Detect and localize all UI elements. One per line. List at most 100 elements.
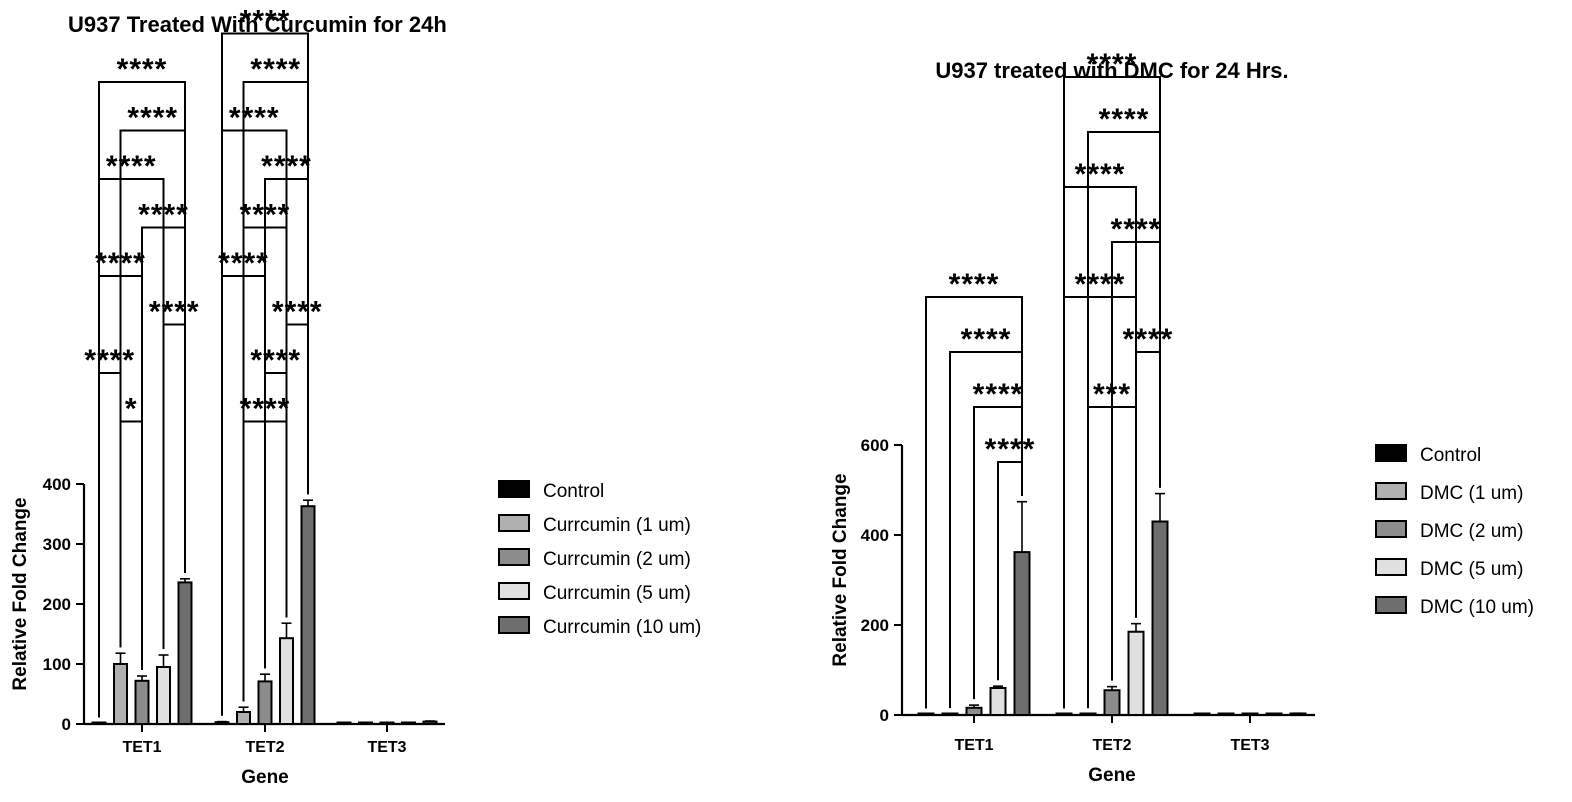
legend-entry: DMC (1 um)	[1420, 483, 1523, 504]
x-tick-label: TET2	[245, 739, 284, 756]
significance-bracket	[973, 406, 1023, 700]
chart-1: U937 Treated With Curcumin for 24h010020…	[10, 5, 701, 789]
y-tick-label: 400	[861, 526, 889, 545]
bar-tet2-series-5	[1151, 520, 1169, 716]
legend-swatch	[1375, 482, 1407, 500]
significance-bracket	[162, 323, 186, 649]
legend-entry: Control	[543, 481, 604, 502]
significance-label: ****	[1075, 158, 1126, 191]
legend-swatch	[1375, 558, 1407, 576]
bar-tet1-series-3	[134, 679, 150, 725]
significance-bracket	[1087, 406, 1137, 709]
bar-tet2-series-3	[257, 680, 273, 726]
chart-2: U937 treated with DMC for 24 Hrs. 0 200 400…	[830, 48, 1534, 786]
bar-tet3-series-3	[1241, 712, 1259, 716]
bar-tet3-series-1	[336, 721, 352, 725]
y-tick-label: 0	[880, 706, 889, 725]
bar-tet1-series-2	[941, 712, 959, 716]
significance-label: ****	[138, 199, 189, 232]
significance-label: *	[125, 393, 138, 426]
bar-tet1-series-1	[91, 721, 107, 725]
bar-tet2-series-1	[1055, 712, 1073, 716]
significance-label: ****	[250, 53, 301, 86]
legend-entry: DMC (2 um)	[1420, 521, 1523, 542]
bar-tet1-series-5	[1013, 551, 1031, 716]
significance-label: ****	[985, 433, 1036, 466]
x-axis-title: Gene	[241, 767, 289, 788]
legend-swatch	[1375, 520, 1407, 538]
significance-bracket	[242, 420, 288, 702]
significance-label: ****	[84, 344, 135, 377]
significance-label: ****	[95, 247, 146, 280]
bar-tet3-series-5	[422, 720, 438, 725]
significance-label: ****	[272, 296, 323, 329]
significance-label: ****	[1075, 268, 1126, 301]
y-axis-title: Relative Fold Change	[830, 473, 851, 666]
bar-tet2-series-5	[300, 505, 316, 726]
legend-swatch	[498, 480, 530, 498]
bar-tet1-series-1	[917, 712, 935, 716]
bar-tet2-series-2	[1079, 712, 1097, 716]
bar-tet2-series-1	[214, 721, 230, 726]
bar-tet3-series-3	[379, 721, 395, 725]
legend-entry: Control	[1420, 445, 1481, 466]
significance-label: ****	[240, 199, 291, 232]
bar-tet1-series-4	[156, 666, 171, 725]
significance-bracket	[1063, 186, 1137, 709]
x-tick-label: TET3	[367, 739, 406, 756]
significance-label: ****	[1111, 213, 1162, 246]
significance-label: ****	[250, 344, 301, 377]
legend-entry: Currcumin (2 um)	[543, 549, 691, 570]
bar-tet3-series-1	[1193, 712, 1211, 716]
x-tick-label: TET1	[122, 739, 161, 756]
x-tick-label: TET3	[1230, 737, 1269, 754]
legend-entry: DMC (5 um)	[1420, 559, 1523, 580]
legend-swatch	[498, 616, 530, 634]
legend-entry: DMC (10 um)	[1420, 597, 1534, 618]
bar-tet1-series-5	[177, 581, 193, 726]
bar-tet3-series-4	[401, 721, 416, 725]
legend-entry: Currcumin (10 um)	[543, 617, 701, 638]
significance-label: ****	[218, 247, 269, 280]
x-tick-label: TET1	[954, 737, 993, 754]
bar-tet3-series-2	[1217, 712, 1235, 716]
bar-tet1-series-2	[113, 663, 128, 725]
significance-label: ****	[240, 393, 291, 426]
significance-label: ****	[1123, 323, 1174, 356]
bar-tet1-series-4	[989, 687, 1007, 716]
x-axis-title: Gene	[1088, 765, 1136, 786]
y-tick-label: 200	[861, 616, 889, 635]
significance-bracket	[119, 420, 143, 670]
significance-label: ****	[127, 102, 178, 135]
y-tick-label: 0	[62, 715, 71, 734]
significance-label: ****	[106, 150, 157, 183]
significance-label: ***	[1093, 378, 1131, 411]
significance-label: ****	[1087, 48, 1138, 81]
significance-label: ****	[961, 323, 1012, 356]
bar-tet1-series-3	[965, 706, 983, 716]
significance-bracket	[1063, 296, 1137, 709]
y-tick-label: 300	[43, 535, 71, 554]
bar-tet3-series-2	[358, 721, 373, 725]
bar-tet2-series-3	[1103, 689, 1121, 716]
significance-label: ****	[240, 5, 291, 38]
y-axis-title: Relative Fold Change	[10, 497, 31, 690]
significance-label: ****	[973, 378, 1024, 411]
significance-label: ****	[261, 150, 312, 183]
significance-label: ****	[1099, 103, 1150, 136]
legend-swatch	[1375, 444, 1407, 462]
y-tick-label: 600	[861, 436, 889, 455]
legend-entry: Currcumin (1 um)	[543, 515, 691, 536]
bar-tet2-series-4	[279, 637, 294, 726]
legend-swatch	[498, 582, 530, 600]
legend-swatch	[1375, 596, 1407, 614]
bar-tet2-series-2	[236, 711, 251, 725]
significance-bracket	[997, 461, 1023, 681]
bar-tet2-series-4	[1127, 630, 1145, 716]
legend-swatch	[498, 514, 530, 532]
significance-label: ****	[229, 102, 280, 135]
y-tick-label: 400	[43, 475, 71, 494]
legend-swatch	[498, 548, 530, 566]
legend-entry: Currcumin (5 um)	[543, 583, 691, 604]
